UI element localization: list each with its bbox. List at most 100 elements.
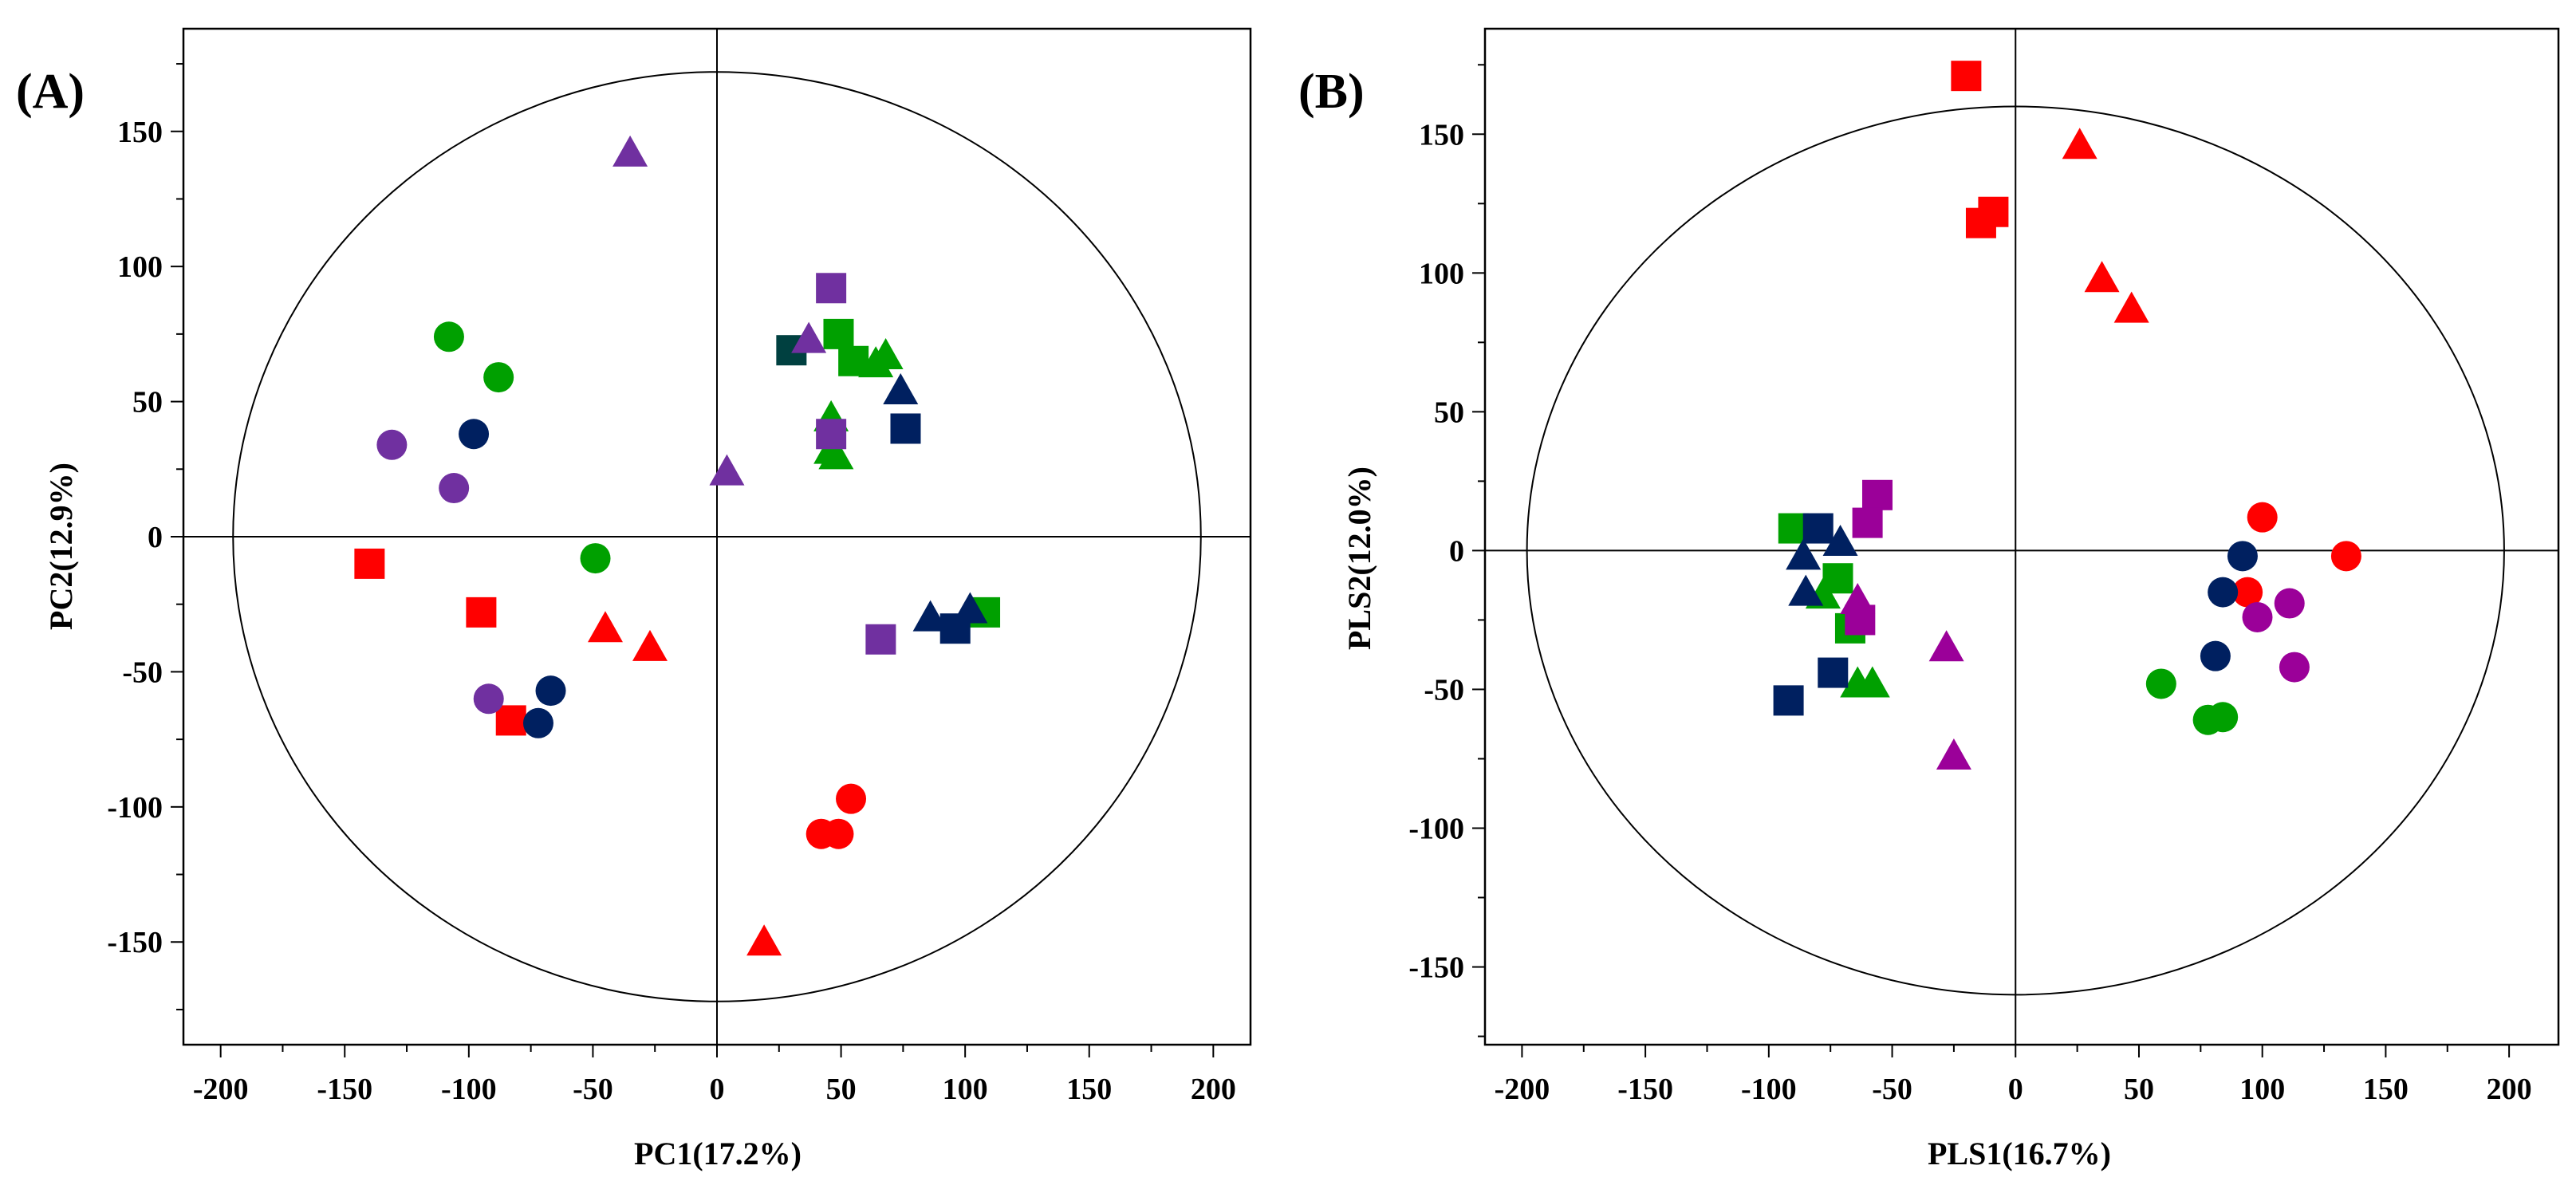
x-tick-label: 100 <box>2239 1073 2285 1106</box>
data-point-circle <box>2227 541 2258 572</box>
x-tick-label: -150 <box>317 1073 372 1106</box>
data-point-triangle <box>1854 666 1890 698</box>
y-axis-title: PLS2(12.0%) <box>1341 467 1377 650</box>
x-tick-label: -150 <box>1617 1073 1673 1106</box>
data-point-square <box>890 413 921 444</box>
data-point-square <box>354 548 385 579</box>
data-point-circle <box>2279 652 2310 683</box>
data-point-triangle <box>2084 261 2120 293</box>
data-point-circle <box>433 321 464 352</box>
data-point-circle <box>2200 640 2231 671</box>
data-point-triangle <box>791 321 827 353</box>
data-point-triangle <box>883 373 919 405</box>
x-tick-label: -50 <box>573 1073 613 1106</box>
data-point-triangle <box>1788 574 1824 606</box>
data-point-triangle <box>868 337 904 369</box>
data-point-square <box>816 273 847 304</box>
y-tick-label: 0 <box>1449 534 1464 568</box>
y-tick-label: -100 <box>1408 812 1464 845</box>
data-point-square <box>1802 513 1834 544</box>
x-tick-label: 150 <box>1066 1073 1112 1106</box>
x-tick-label: 200 <box>1191 1073 1236 1106</box>
x-tick-label: 0 <box>710 1073 725 1106</box>
data-point-triangle <box>709 454 745 486</box>
data-point-circle <box>522 707 553 738</box>
y-tick-label: 100 <box>117 250 163 284</box>
data-point-square <box>1861 479 1893 510</box>
data-point-triangle <box>587 611 623 643</box>
y-tick-label: -150 <box>1408 951 1464 985</box>
plot-frame <box>1483 27 2560 1046</box>
data-point-square <box>1951 61 1982 92</box>
x-tick-label: 0 <box>2008 1073 2023 1106</box>
y-axis-title: PC2(12.9%) <box>43 463 79 630</box>
x-axis-title: PC1(17.2%) <box>634 1136 802 1171</box>
x-tick-label: 200 <box>2487 1073 2532 1106</box>
x-tick-label: -50 <box>1872 1073 1912 1106</box>
data-point-triangle <box>632 629 668 661</box>
y-tick-label: 100 <box>1419 257 1464 290</box>
data-point-circle <box>483 362 514 393</box>
x-tick-label: 50 <box>2124 1073 2154 1106</box>
data-point-circle <box>2274 588 2305 619</box>
y-tick-label: 150 <box>117 116 163 149</box>
data-point-triangle <box>912 600 948 632</box>
y-tick-label: 0 <box>148 521 163 554</box>
data-point-triangle <box>612 135 648 167</box>
data-point-triangle <box>818 438 854 470</box>
data-point-triangle <box>2062 128 2097 159</box>
confidence-ellipse <box>232 71 1202 1002</box>
x-tick-label: -100 <box>1741 1073 1797 1106</box>
panel-label: (B) <box>1298 65 1365 119</box>
data-point-square <box>1818 657 1849 688</box>
y-tick-label: -150 <box>107 926 163 959</box>
data-point-circle <box>2208 577 2239 608</box>
data-point-circle <box>459 419 490 450</box>
data-point-circle <box>580 543 611 574</box>
data-point-circle <box>823 818 854 849</box>
data-point-circle <box>2208 702 2239 733</box>
data-point-triangle <box>1928 630 1964 662</box>
x-tick-label: 50 <box>826 1073 857 1106</box>
y-tick-label: 150 <box>1419 118 1464 152</box>
data-point-square <box>1773 685 1804 716</box>
data-point-square <box>865 624 896 655</box>
data-point-square <box>816 419 847 450</box>
data-point-circle <box>2330 541 2361 572</box>
data-point-circle <box>376 429 408 460</box>
data-point-circle <box>2145 668 2176 699</box>
y-tick-label: -50 <box>1424 673 1464 707</box>
y-tick-label: -100 <box>107 791 163 825</box>
x-axis-title: PLS1(16.7%) <box>1928 1136 2111 1171</box>
data-point-triangle <box>2113 291 2149 323</box>
data-point-triangle <box>1786 538 1822 570</box>
x-tick-label: -100 <box>441 1073 497 1106</box>
data-point-circle <box>2232 577 2263 608</box>
panel-label: (A) <box>16 65 85 119</box>
panel-b: (B) PLS1(16.7%) PLS2(12.0%) -200 -150 -100… <box>1298 27 2560 1171</box>
data-point-circle <box>836 783 867 814</box>
data-point-circle <box>2247 502 2278 533</box>
data-point-square <box>1978 196 2009 227</box>
data-point-square <box>823 318 854 349</box>
confidence-ellipse <box>1526 105 2505 996</box>
data-point-triangle <box>952 592 988 624</box>
data-point-circle <box>535 675 566 707</box>
data-point-triangle <box>1840 583 1876 615</box>
data-point-triangle <box>1822 524 1858 556</box>
x-tick-label: 100 <box>943 1073 988 1106</box>
y-tick-label: -50 <box>122 656 163 689</box>
x-tick-label: -200 <box>193 1073 249 1106</box>
data-point-triangle <box>1936 738 1971 770</box>
data-point-circle <box>2242 601 2273 632</box>
y-tick-label: 50 <box>1434 396 1464 429</box>
data-point-square <box>466 597 497 628</box>
x-tick-label: 150 <box>2363 1073 2409 1106</box>
panel-a: (A) PC1(17.2%) PC2(12.9%) -200 -150 -100 -5… <box>16 27 1252 1171</box>
data-point-circle <box>439 473 470 504</box>
y-tick-label: 50 <box>132 386 163 419</box>
data-point-circle <box>473 683 504 715</box>
data-point-triangle <box>746 924 782 956</box>
data-point-square <box>1852 507 1883 538</box>
